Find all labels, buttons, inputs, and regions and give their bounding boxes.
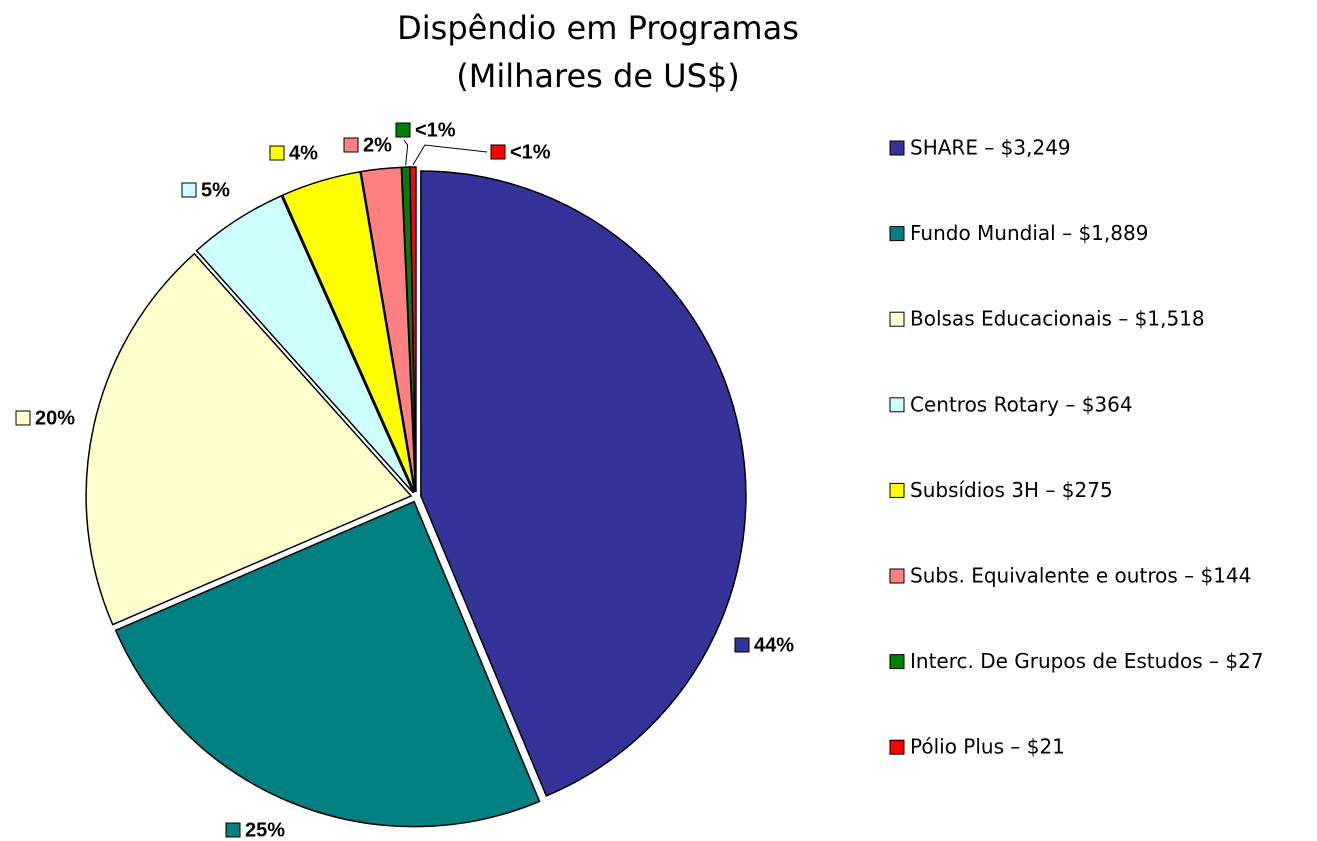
data-label: 2%	[363, 134, 392, 156]
legend-label: Bolsas Educacionais – $1,518	[910, 307, 1205, 331]
legend-swatch	[889, 739, 905, 755]
label-swatch	[395, 122, 411, 138]
label-swatch	[490, 144, 506, 160]
label-swatch	[15, 410, 31, 426]
legend-swatch	[889, 397, 905, 413]
chart-title: Dispêndio em Programas	[397, 9, 799, 47]
pie-slice	[85, 252, 413, 626]
label-swatch	[343, 137, 359, 153]
label-swatch	[734, 637, 750, 653]
legend-swatch	[889, 482, 905, 498]
pie-slice	[420, 170, 747, 797]
data-label: 20%	[35, 407, 75, 429]
data-label: 4%	[289, 142, 318, 164]
pie-slice	[409, 166, 417, 493]
legend-swatch	[889, 140, 905, 156]
legend-label: Subs. Equivalente e outros – $144	[910, 564, 1251, 588]
pie-slice	[114, 500, 541, 828]
label-swatch	[225, 822, 241, 838]
legend-swatch	[889, 568, 905, 584]
legend-label: SHARE – $3,249	[910, 136, 1071, 160]
data-label: <1%	[415, 119, 456, 141]
data-label: 5%	[201, 179, 230, 201]
pie-slice	[281, 170, 416, 493]
legend-label: Fundo Mundial – $1,889	[910, 221, 1148, 245]
pie-slice	[195, 194, 414, 494]
data-label: <1%	[510, 141, 551, 163]
leader-line	[403, 139, 409, 166]
legend-label: Centros Rotary – $364	[910, 392, 1133, 416]
legend-label: Subsídios 3H – $275	[910, 478, 1113, 502]
legend-swatch	[889, 654, 905, 670]
label-swatch	[181, 182, 197, 198]
data-label: 25%	[245, 819, 285, 841]
chart-subtitle: (Milhares de US$)	[456, 57, 740, 95]
legend-label: Pólio Plus – $21	[910, 735, 1065, 759]
leader-line	[412, 144, 488, 166]
data-label: 44%	[754, 634, 794, 656]
legend-label: Interc. De Grupos de Estudos – $27	[910, 649, 1264, 673]
legend-swatch	[889, 311, 905, 327]
legend-swatch	[889, 226, 905, 242]
label-swatch	[269, 145, 285, 161]
